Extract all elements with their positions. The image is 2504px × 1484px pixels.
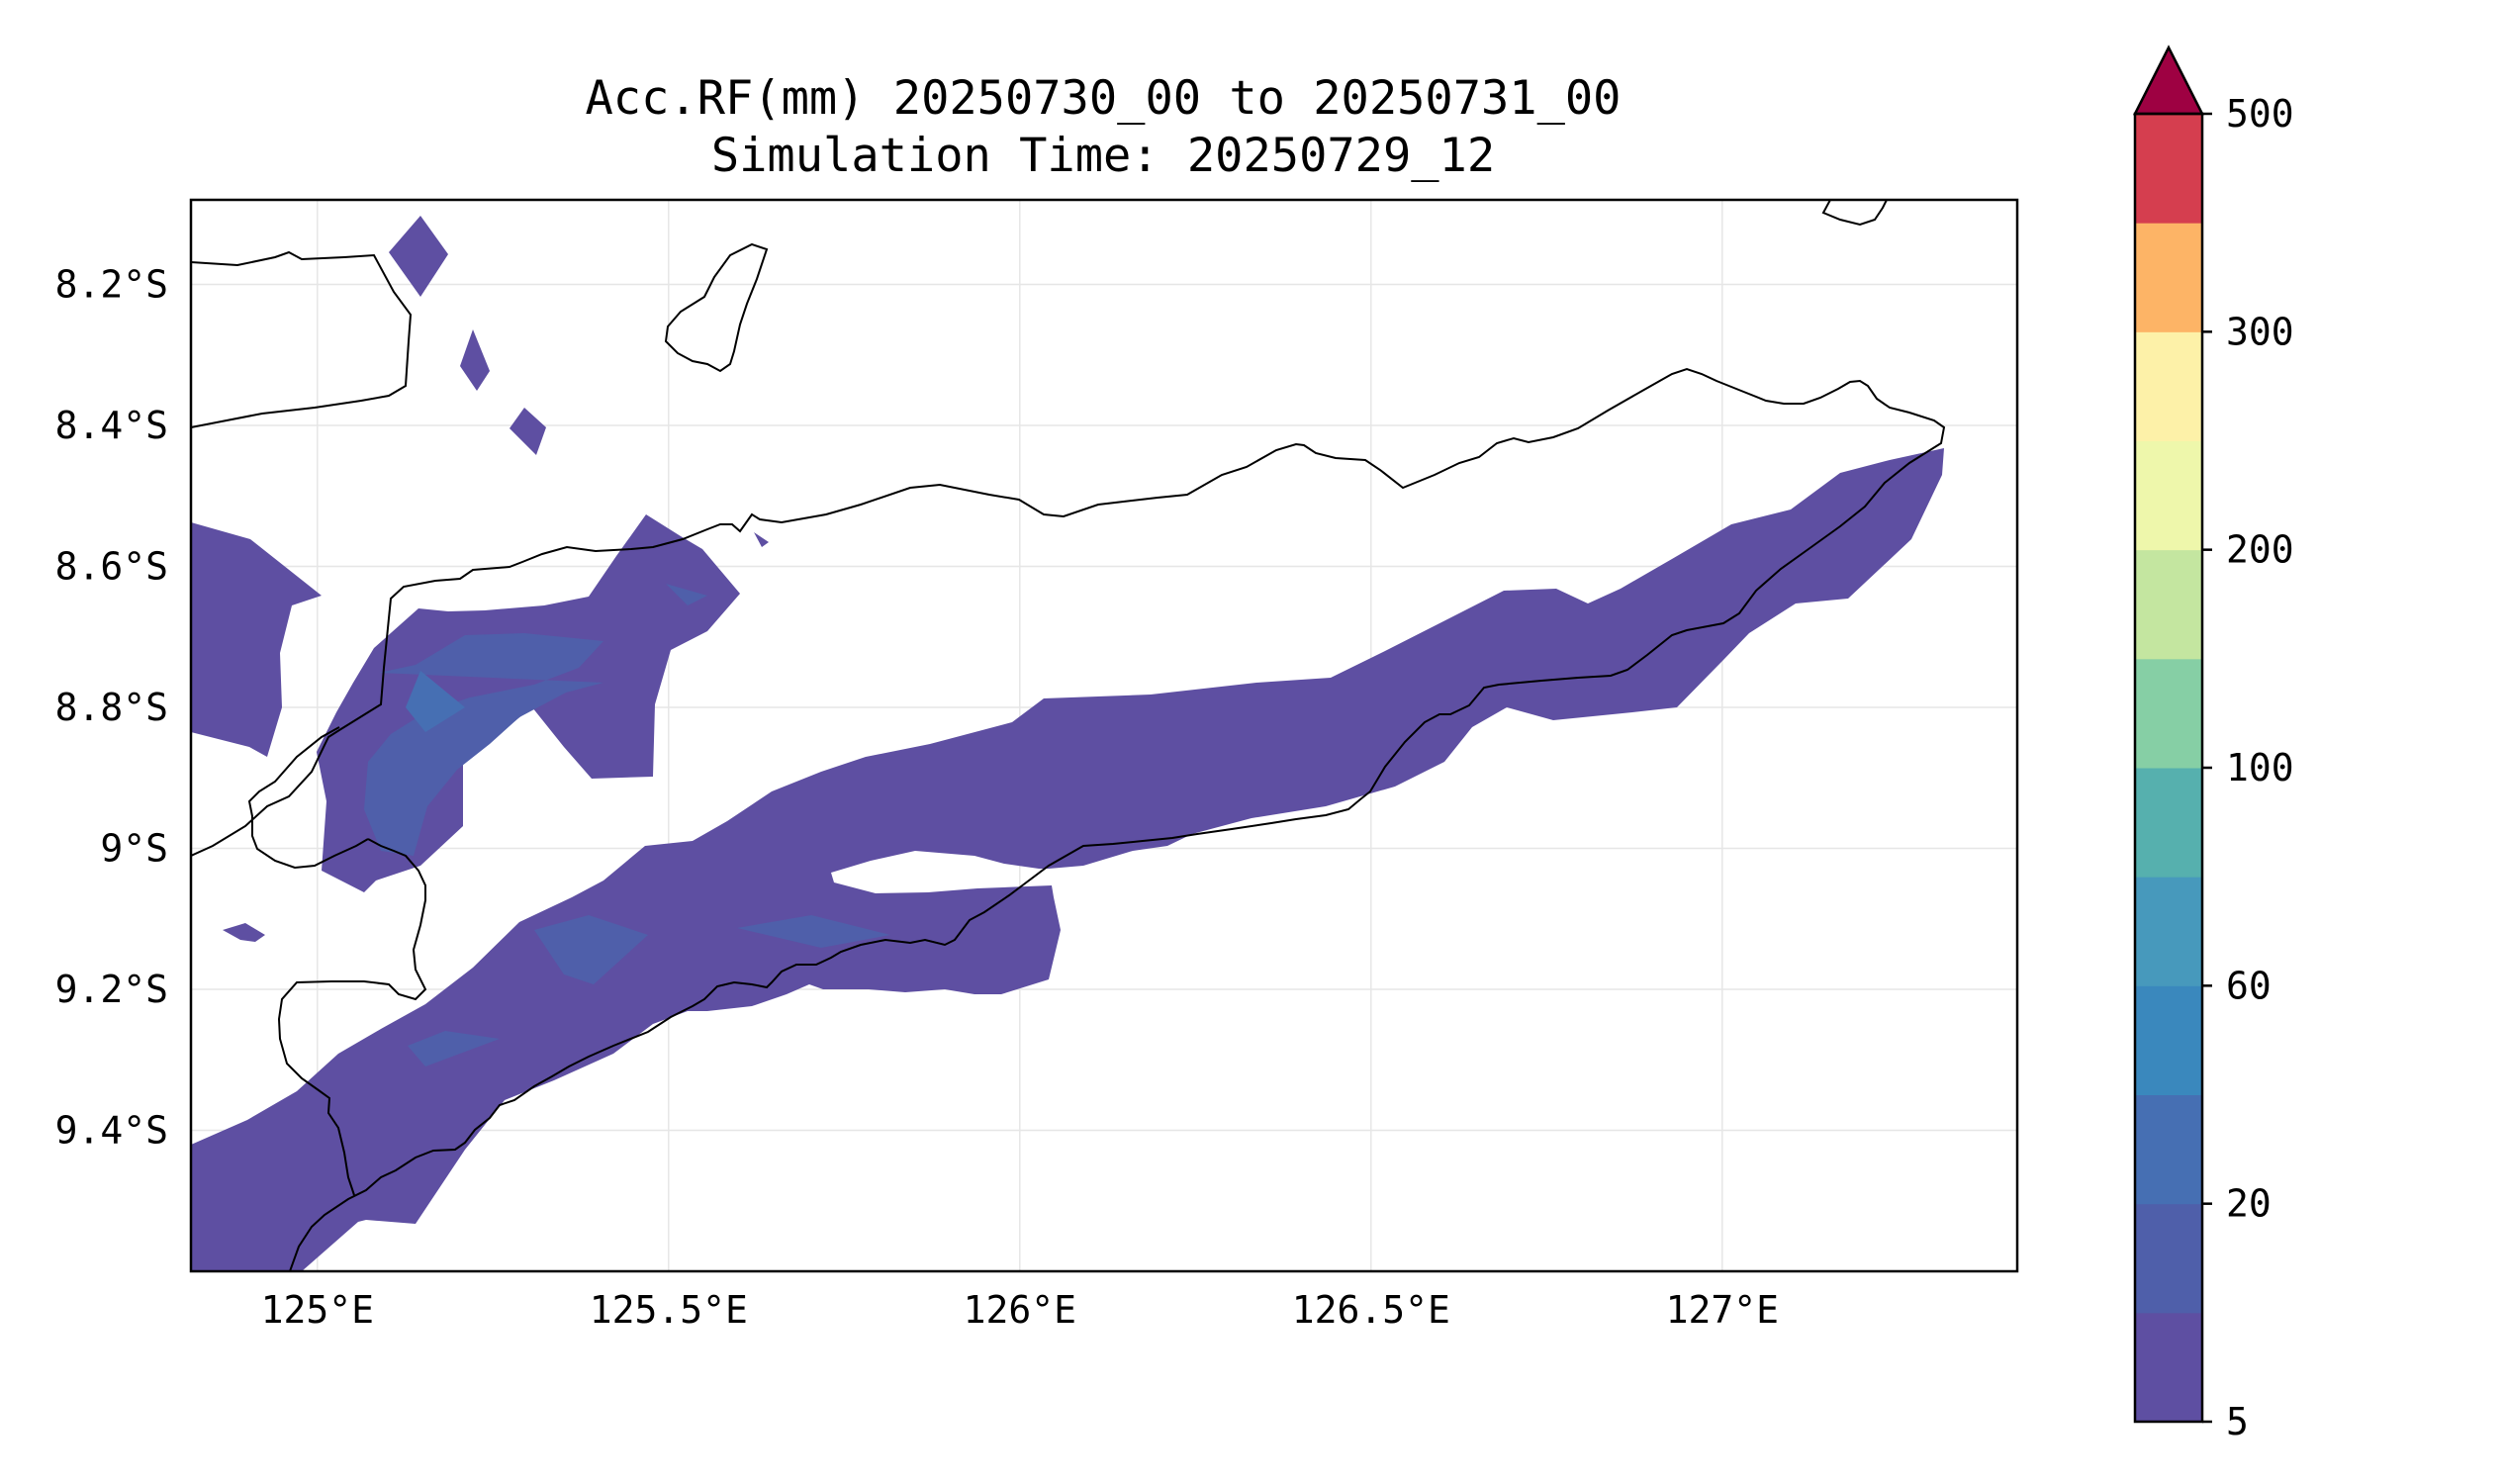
colorbar-segment xyxy=(2135,658,2202,769)
colorbar-segment xyxy=(2135,440,2202,551)
colorbar-tick-label: 200 xyxy=(2226,528,2294,572)
lat-tick-label: 9°S xyxy=(100,827,168,871)
lat-tick-label: 8.2°S xyxy=(55,263,168,307)
rain-patch-diamond-1 xyxy=(389,216,448,297)
rain-patch-level2-c xyxy=(737,915,890,948)
coastline-timor xyxy=(191,367,1946,1271)
colorbar-tick-label: 5 xyxy=(2226,1400,2249,1443)
rainfall-field-10-20 xyxy=(364,584,890,1067)
colorbar-tick-label: 100 xyxy=(2226,746,2294,789)
lat-tick-label: 9.2°S xyxy=(55,968,168,1011)
lon-tick-label: 125°E xyxy=(261,1288,374,1332)
colorbar-segment xyxy=(2135,768,2202,878)
lon-tick-label: 126.5°E xyxy=(1292,1288,1450,1332)
colorbar-tick-label: 20 xyxy=(2226,1182,2272,1226)
rain-patch-small-2 xyxy=(223,923,265,942)
colorbar-segment xyxy=(2135,114,2202,224)
colorbar-tick-label: 60 xyxy=(2226,964,2272,1007)
coastline-island-north xyxy=(664,242,769,373)
lon-tick-label: 127°E xyxy=(1666,1288,1779,1332)
colorbar-segment xyxy=(2135,1312,2202,1423)
coastline-west-peninsula xyxy=(247,726,369,870)
colorbar-segment xyxy=(2135,877,2202,986)
latitude-labels: 8.2°S 8.4°S 8.6°S 8.8°S 9°S 9.2°S 9.4°S xyxy=(55,263,168,1153)
rain-patch-level2-a xyxy=(364,633,603,856)
map-title-line1: Acc.RF(mm) 20250730_00 to 20250731_00 xyxy=(585,71,1622,126)
colorbar-segment xyxy=(2135,985,2202,1095)
colorbar-segment xyxy=(2135,1094,2202,1205)
rain-patch-diamond-3 xyxy=(510,408,546,455)
rain-patch-level2-e xyxy=(666,584,707,605)
colorbar-tick-label: 300 xyxy=(2226,310,2294,353)
coastlines xyxy=(191,200,1946,1271)
rain-band-main xyxy=(191,448,1944,1271)
rain-patch-level2-d xyxy=(408,1031,500,1067)
lat-tick-label: 9.4°S xyxy=(55,1109,168,1153)
rain-patch-level2-b xyxy=(534,915,648,984)
lon-tick-label: 125.5°E xyxy=(590,1288,748,1332)
map-frame xyxy=(189,198,2019,1273)
rain-patch-small-1 xyxy=(754,532,769,547)
colorbar-tick-label: 500 xyxy=(2226,92,2294,136)
colorbar-extend-arrow xyxy=(2132,45,2205,116)
lat-tick-label: 8.8°S xyxy=(55,686,168,729)
coastline-island-ne xyxy=(1821,200,1888,227)
colorbar-segment xyxy=(2135,223,2202,332)
colorbar: 5 20 60 100 200 300 500 xyxy=(2132,45,2294,1443)
colorbar-segment xyxy=(2135,1203,2202,1314)
rain-patch-diamond-2 xyxy=(460,329,490,391)
coastline-north xyxy=(191,250,413,428)
lon-tick-label: 126°E xyxy=(964,1288,1076,1332)
colorbar-segment xyxy=(2135,549,2202,660)
rain-patch-level3 xyxy=(406,671,465,732)
rainfall-field-20-40 xyxy=(406,671,465,732)
rain-patch-west-coast xyxy=(191,522,322,757)
colorbar-segment xyxy=(2135,331,2202,441)
longitude-labels: 125°E 125.5°E 126°E 126.5°E 127°E xyxy=(261,1288,1779,1332)
lat-tick-label: 8.4°S xyxy=(55,404,168,447)
map-title-line2: Simulation Time: 20250729_12 xyxy=(710,129,1496,183)
lat-tick-label: 8.6°S xyxy=(55,545,168,589)
coastline-west-south xyxy=(277,838,427,1196)
